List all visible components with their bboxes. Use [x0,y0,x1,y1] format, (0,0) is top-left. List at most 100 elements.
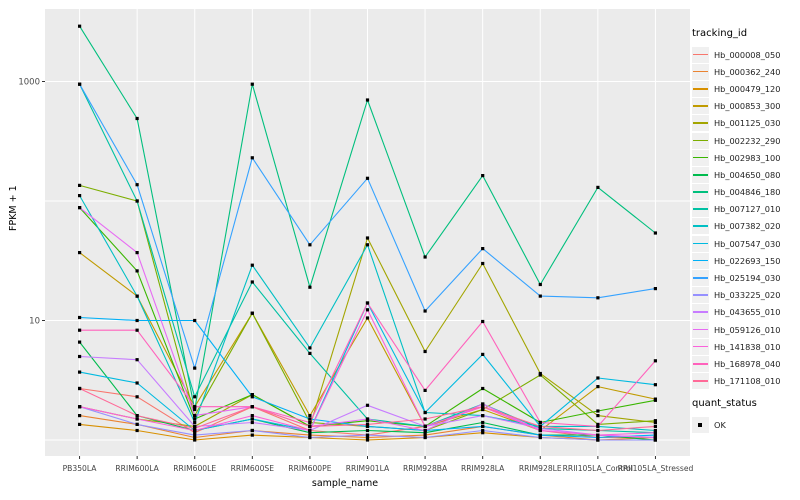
data-point [423,255,427,259]
data-point [135,199,139,203]
data-point [135,116,139,121]
data-point [135,328,139,332]
legend-key-swatch [692,132,709,149]
legend-key-swatch [692,201,709,218]
legend-quant-item: OK [692,416,798,433]
data-point [78,414,82,418]
data-point [423,428,427,433]
data-point [596,414,600,418]
data-point [653,383,657,387]
data-point [250,263,254,267]
legend-key-swatch [692,184,709,201]
data-point [538,426,542,430]
legend-quant-label: OK [714,419,726,430]
data-point [250,428,254,433]
data-point [653,428,657,433]
data-point [423,388,427,392]
data-point [365,308,370,312]
data-point [193,426,197,430]
x-tick-label: RRIM600PE [288,464,331,473]
x-axis-title: sample_name [311,478,379,489]
data-point [78,194,82,198]
data-point [596,296,600,300]
data-point [365,433,370,437]
data-point [193,420,197,425]
legend-key-swatch [692,166,709,183]
legend-key-swatch [692,373,709,390]
legend-item-label: Hb_171108_010 [714,376,781,387]
legend-item: Hb_025194_030 [692,269,798,287]
data-point [135,294,139,298]
data-point [596,435,600,440]
data-point [365,424,370,428]
data-point [596,428,600,433]
data-point [481,420,485,425]
legend-item-label: Hb_004650_080 [714,169,781,180]
data-point [78,386,82,391]
legend-item-label: Hb_025194_030 [714,273,781,284]
data-point [250,393,254,397]
data-point [78,328,82,332]
data-point [365,419,370,423]
data-point [135,428,139,433]
data-point [423,424,427,428]
x-tick-label: RRIM901LA [346,464,390,473]
data-point [481,424,485,428]
legend-item-label: Hb_001125_030 [714,118,781,129]
y-axis-title: FPKM + 1 [8,185,19,231]
data-point [423,417,427,421]
x-tick-label: RRIM928LE [519,464,562,473]
data-point [250,420,254,425]
legend-key-swatch [692,98,709,115]
data-point [365,417,370,421]
data-point [596,376,600,380]
data-point [481,428,485,433]
legend-key-swatch [692,355,709,372]
data-point [538,435,542,440]
data-point [596,385,600,389]
x-tick-label: RRII105LA_Control [563,464,633,473]
x-tick-label: RRIM928BA [403,464,448,473]
legend-line-icon [693,173,708,176]
data-point [250,417,254,421]
y-tick-label: 1000 [18,78,40,88]
data-point [538,282,542,287]
legend-key-swatch [692,321,709,338]
data-point [308,420,312,425]
legend-line-icon [693,294,708,296]
legend-line-icon [693,328,708,331]
y-tick-label: 10 [29,317,40,327]
data-point [135,251,139,255]
data-point [193,424,197,428]
legend-item: Hb_059126_010 [692,321,798,338]
data-point [481,174,485,178]
legend-item-label: Hb_168978_040 [714,358,781,369]
data-point [538,373,542,377]
legend-item: Hb_171108_010 [692,373,798,390]
legend-item: Hb_002232_290 [692,132,798,149]
data-point [423,309,427,313]
legend-line-icon [693,345,708,348]
data-point [365,316,370,320]
data-point [365,422,370,426]
data-point [135,414,139,418]
data-point [78,340,82,344]
legend-item-label: Hb_043655_010 [714,307,781,318]
legend-line-icon [693,277,708,279]
legend-line-icon [693,70,708,73]
data-point [481,405,485,409]
data-point [365,243,370,247]
legend-line-icon [693,156,708,159]
legend-key-swatch [692,115,709,132]
legend-line-icon [693,122,708,124]
data-point [78,82,82,86]
data-point [653,424,657,428]
data-point [481,261,485,266]
legend-key-swatch [692,252,709,269]
data-point [250,405,254,409]
data-point [481,352,485,356]
data-point [596,185,600,189]
legend-key-swatch [692,235,709,252]
data-point [596,433,600,437]
legend-key-swatch [692,287,709,304]
